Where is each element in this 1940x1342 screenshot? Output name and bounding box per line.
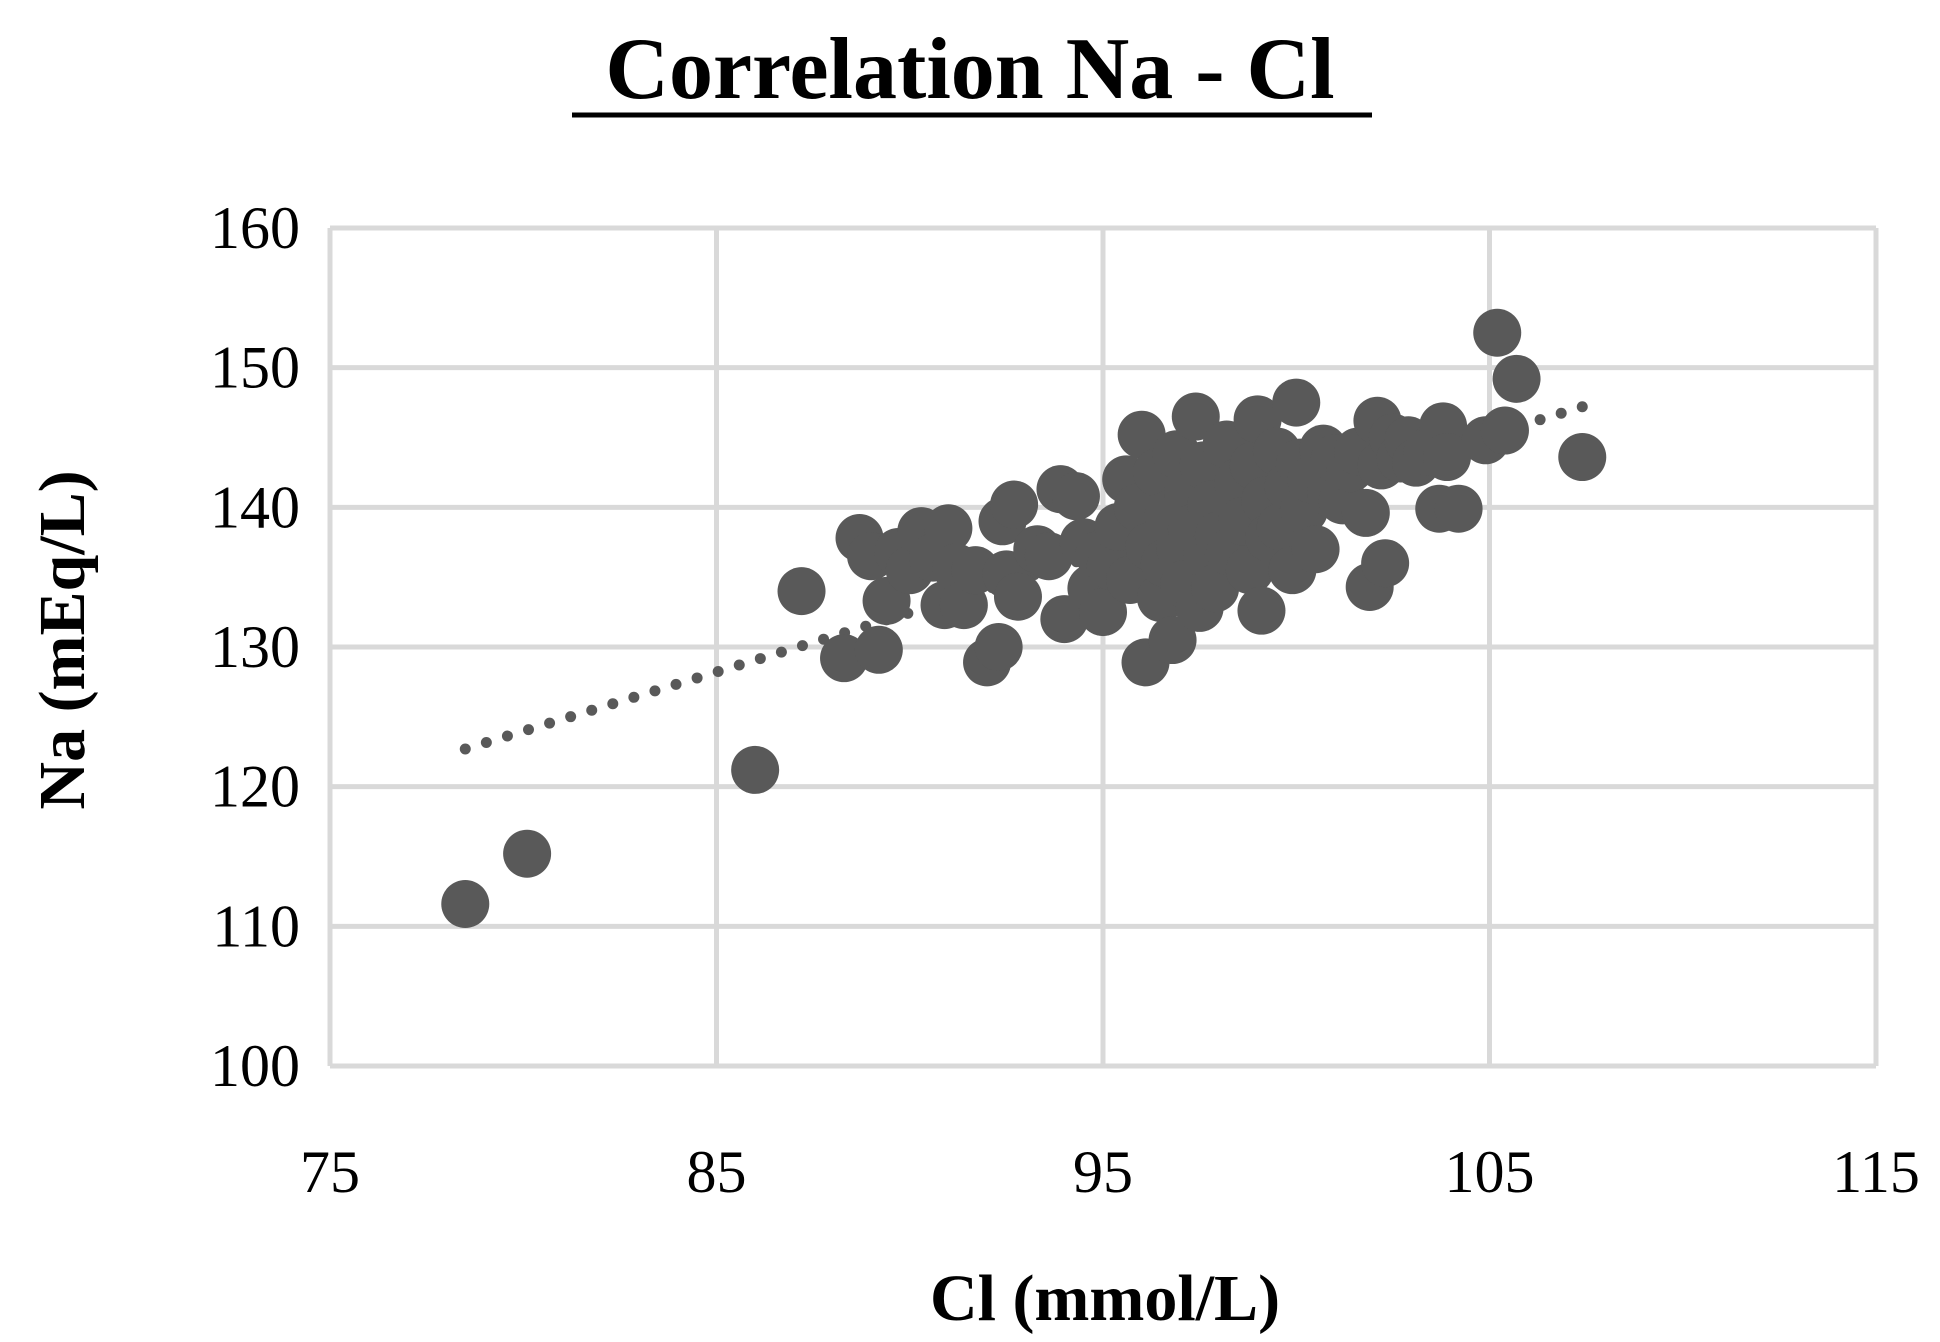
data-point bbox=[924, 504, 973, 553]
trendline-dot bbox=[796, 640, 808, 652]
y-tick-label: 130 bbox=[210, 614, 300, 680]
y-tick-label: 110 bbox=[212, 893, 300, 959]
x-tick-label: 85 bbox=[687, 1139, 747, 1205]
data-point bbox=[1422, 433, 1471, 482]
y-tick-label: 140 bbox=[210, 474, 300, 540]
trendline-dot bbox=[607, 698, 619, 710]
y-tick-label: 150 bbox=[210, 335, 300, 401]
trendline-dot bbox=[691, 672, 703, 684]
trendline-dot bbox=[501, 730, 513, 742]
data-point bbox=[777, 567, 826, 616]
y-tick-label: 160 bbox=[210, 195, 300, 261]
data-point bbox=[1558, 433, 1607, 482]
x-tick-label: 115 bbox=[1832, 1139, 1920, 1205]
trendline-dot bbox=[1555, 407, 1567, 419]
trendline-dot bbox=[712, 665, 724, 677]
trendline-dot bbox=[649, 685, 661, 697]
x-tick-label: 105 bbox=[1445, 1139, 1535, 1205]
data-point bbox=[1117, 410, 1166, 459]
data-point bbox=[1341, 488, 1390, 537]
data-point bbox=[1171, 392, 1220, 441]
x-tick-label: 95 bbox=[1073, 1139, 1133, 1205]
trendline-dot bbox=[754, 653, 766, 665]
data-point bbox=[974, 623, 1023, 671]
data-point bbox=[503, 829, 552, 878]
data-point bbox=[1272, 378, 1321, 427]
trendline-dot bbox=[1534, 414, 1546, 426]
data-point bbox=[1040, 595, 1089, 644]
trendline-dot bbox=[544, 717, 556, 729]
trendline-dot bbox=[818, 633, 830, 645]
data-point bbox=[1492, 354, 1541, 403]
data-point bbox=[731, 745, 780, 794]
grid-layer bbox=[330, 225, 1879, 1066]
trendline-dot bbox=[628, 691, 640, 703]
trendline-dot bbox=[565, 711, 577, 723]
x-axis-label: Cl (mmol/L) bbox=[930, 1262, 1280, 1335]
data-point bbox=[1237, 586, 1286, 635]
trendline-dot bbox=[523, 724, 535, 736]
data-point bbox=[441, 879, 490, 928]
data-point bbox=[990, 480, 1039, 529]
y-axis-label: Na (mEq/L) bbox=[26, 470, 99, 809]
y-tick-label: 120 bbox=[210, 754, 300, 820]
data-point bbox=[1361, 539, 1410, 588]
trendline-dot bbox=[733, 659, 745, 671]
data-point bbox=[1434, 484, 1483, 533]
data-point bbox=[1473, 308, 1522, 357]
axis-layer bbox=[327, 228, 1876, 1069]
trendline-dot bbox=[459, 743, 471, 755]
chart-title: Correlation Na - Cl bbox=[605, 21, 1334, 118]
data-point bbox=[1148, 616, 1197, 665]
trendline-dot bbox=[1576, 401, 1588, 413]
data-point bbox=[1051, 472, 1100, 521]
x-tick-label: 75 bbox=[300, 1139, 360, 1205]
y-tick-label: 100 bbox=[210, 1033, 300, 1099]
tick-labels: 100 110 120 130 140 150 160 75 85 95 105 115 bbox=[210, 195, 1920, 1205]
trendline-dot bbox=[775, 646, 787, 658]
data-point bbox=[854, 625, 903, 674]
trendline-dot bbox=[586, 704, 598, 716]
trendline-dot bbox=[480, 737, 492, 749]
trendline-dot bbox=[670, 678, 682, 690]
data-points bbox=[441, 308, 1607, 928]
data-point bbox=[1291, 525, 1340, 574]
data-point bbox=[993, 572, 1042, 621]
data-point bbox=[1480, 406, 1529, 455]
data-point bbox=[1079, 588, 1127, 637]
